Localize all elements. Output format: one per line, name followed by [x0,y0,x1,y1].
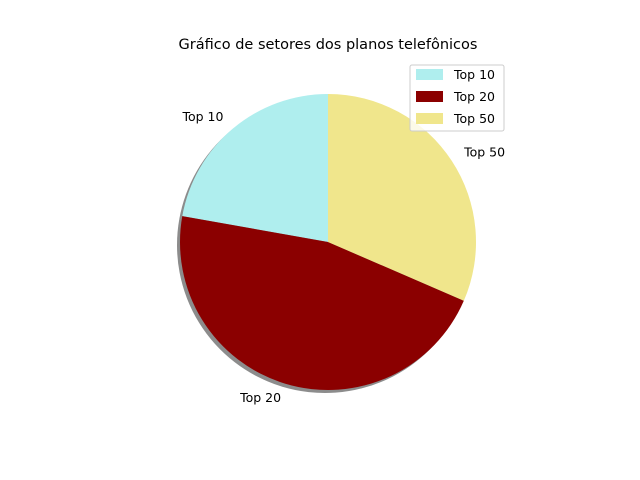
pie-slice [179,216,464,391]
slice-label: Top 50 [463,145,505,160]
legend-label: Top 10 [453,67,495,82]
legend-swatch [416,91,443,102]
legend-swatch [416,69,443,80]
pie-slice [328,94,476,301]
pie-slice [182,94,328,242]
pie-slices [179,94,476,391]
slice-label: Top 20 [239,390,281,405]
legend-label: Top 20 [453,89,495,104]
slice-labels: Top 10 Top 20 Top 50 [181,109,505,405]
legend-swatch [416,113,443,124]
chart-title: Gráfico de setores dos planos telefônico… [179,37,478,53]
slice-label: Top 10 [181,109,223,124]
legend-label: Top 50 [453,111,495,126]
legend: Top 10 Top 20 Top 50 [409,64,505,132]
